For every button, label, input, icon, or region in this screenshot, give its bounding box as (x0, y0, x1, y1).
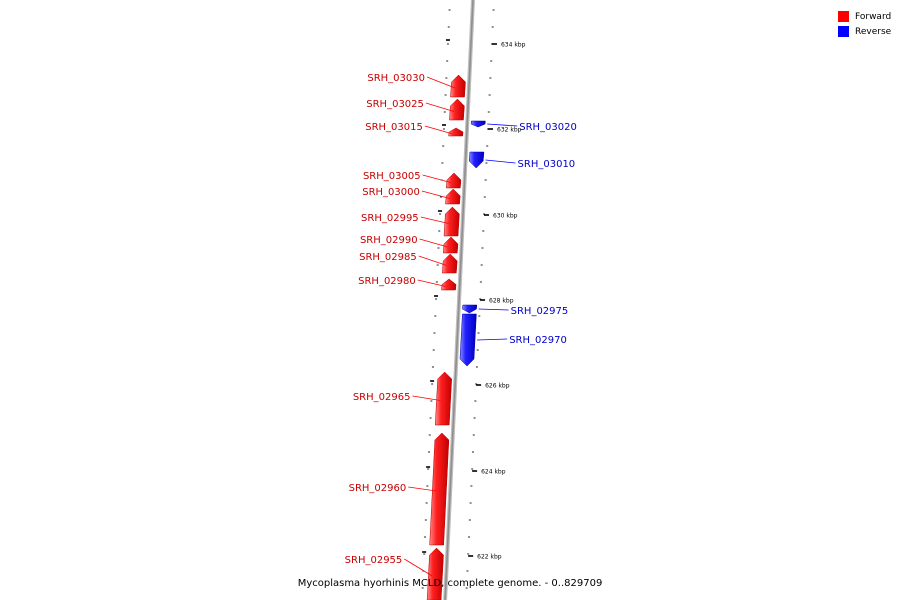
gene-label: SRH_03005 (363, 171, 421, 182)
gene-srh-03025 (449, 98, 465, 121)
gene-srh-02970 (459, 313, 477, 367)
leader-line (422, 174, 451, 183)
gene-label: SRH_03015 (365, 122, 423, 133)
tick-label: 632 kbp (497, 127, 522, 134)
gene-srh-02990 (442, 236, 459, 254)
legend-label-forward: Forward (855, 11, 892, 22)
gene-srh-02955 (426, 547, 444, 600)
gene-label: SRH_03000 (362, 187, 420, 198)
gene-srh-03005 (445, 172, 462, 189)
gene-srh-03020 (470, 120, 486, 128)
genome-caption: Mycoplasma hyorhinis MCLD, complete geno… (297, 578, 603, 589)
gene-label: SRH_03025 (366, 99, 424, 110)
gene-srh-02995 (443, 206, 460, 237)
leader-line (412, 395, 441, 401)
leader-line (404, 558, 433, 577)
gene-label: SRH_02975 (511, 306, 569, 317)
gene-srh-03010 (468, 151, 485, 169)
legend-label-reverse: Reverse (855, 26, 892, 37)
gene-srh-02975 (462, 304, 478, 314)
gene-srh-02985 (442, 253, 458, 274)
gene-label: SRH_03030 (367, 73, 425, 84)
leader-line (477, 338, 508, 341)
leader-line (418, 255, 447, 266)
gene-srh-03000 (445, 188, 461, 205)
leader-line (425, 102, 455, 112)
leader-line (419, 238, 448, 248)
gene-srh-02965 (434, 371, 452, 426)
gene-labels: SRH_03030 SRH_03025 SRH_03020 SRH_03015 SRH_… (345, 73, 577, 566)
gene-label: SRH_03010 (518, 159, 576, 170)
tick-label: 622 kbp (477, 554, 502, 561)
tick-label: 634 kbp (501, 42, 526, 49)
gene-label: SRH_02970 (509, 335, 567, 346)
leader-line (485, 159, 516, 164)
leader-line (478, 308, 509, 311)
legend-item-reverse: Reverse (838, 24, 891, 39)
gene-srh-03030 (450, 74, 466, 98)
gene-srh-02960 (429, 432, 450, 546)
legend: Forward Reverse (838, 9, 891, 39)
leader-line (421, 190, 450, 199)
gene-label: SRH_02980 (358, 276, 416, 287)
tick-label: 624 kbp (481, 469, 506, 476)
gene-label: SRH_02985 (359, 252, 417, 263)
backbone-line (444, 0, 474, 600)
genome-backbone (443, 0, 475, 600)
gene-srh-02980 (441, 278, 457, 291)
tick-label: 626 kbp (485, 383, 510, 390)
gene-label: SRH_02995 (361, 213, 419, 224)
leader-line (408, 486, 437, 492)
gene-label: SRH_03020 (519, 122, 577, 133)
label-leader-lines (404, 76, 518, 577)
minor-ticks (421, 9, 495, 589)
leader-line (426, 76, 456, 89)
gene-label: SRH_02965 (353, 392, 411, 403)
gene-label: SRH_02955 (345, 555, 403, 566)
gene-label: SRH_02990 (360, 235, 418, 246)
gene-srh-03015 (448, 127, 464, 137)
legend-item-forward: Forward (838, 9, 891, 24)
leader-line (417, 279, 446, 287)
reverse-swatch (838, 26, 849, 37)
major-ticks: 634 kbp 632 kbp 630 kbp 628 kbp 626 kbp 624 k… (422, 39, 526, 561)
leader-line (424, 125, 453, 135)
tick-label: 630 kbp (493, 213, 518, 220)
leader-line (420, 216, 449, 224)
forward-swatch (838, 11, 849, 22)
tick-label: 628 kbp (489, 298, 514, 305)
gene-label: SRH_02960 (349, 483, 407, 494)
leader-line (487, 123, 518, 127)
